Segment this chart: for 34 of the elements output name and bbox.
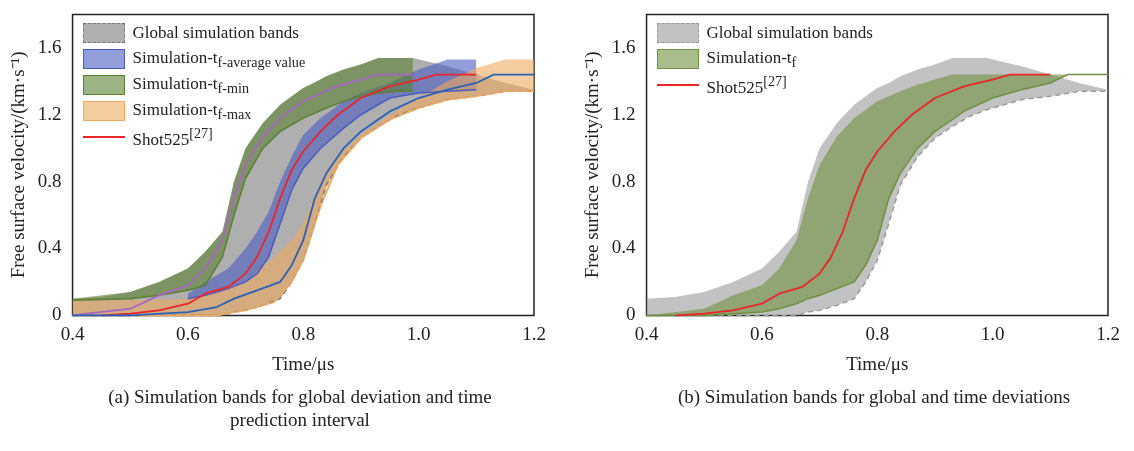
legend-label: Simulation-t$_{f}$ — [706, 47, 797, 72]
legend-label: Simulation-t$_{f-max}$ — [132, 99, 252, 124]
y-tick-label: 1.6 — [37, 35, 62, 57]
y-tick-label: 0.4 — [37, 236, 63, 258]
y-axis-title: Free surface velocity/(km·s⁻¹) — [581, 51, 604, 279]
x-tick-label: 0.4 — [634, 322, 659, 344]
x-axis-title: Time/μs — [846, 352, 909, 374]
legend-label: Global simulation bands — [132, 23, 299, 44]
x-tick-label: 1.0 — [406, 322, 431, 344]
legend-label: Shot525$^{[27]}$ — [706, 73, 787, 98]
x-tick-label: 1.0 — [980, 322, 1005, 344]
y-tick-label: 0.4 — [611, 236, 637, 258]
x-tick-label: 0.6 — [750, 322, 774, 344]
legend-label: Simulation-t$_{f-average value}$ — [132, 47, 306, 72]
y-tick-label: 0.8 — [611, 169, 636, 191]
x-tick-label: 0.4 — [60, 322, 85, 344]
x-tick-label: 0.8 — [291, 322, 316, 344]
y-tick-label: 0 — [626, 303, 636, 325]
text: (a) Simulation bands for global deviation and time prediction interval — [107, 385, 493, 431]
y-tick-label: 1.2 — [37, 102, 62, 124]
legend-label: Global simulation bands — [706, 23, 873, 44]
y-tick-label: 0.8 — [37, 169, 62, 191]
x-tick-label: 0.8 — [865, 322, 890, 344]
x-tick-label: 0.6 — [176, 322, 200, 344]
y-axis-title: Free surface velocity/(km·s⁻¹) — [7, 51, 30, 279]
x-axis-title: Time/μs — [272, 352, 335, 374]
legend-label: Simulation-t$_{f-min}$ — [132, 73, 249, 98]
y-tick-label: 1.2 — [611, 102, 636, 124]
x-tick-label: 1.2 — [1096, 322, 1120, 344]
y-tick-label: 0 — [52, 303, 62, 325]
text: (b) Simulation bands for global and time deviations — [676, 385, 1072, 408]
x-tick-label: 1.2 — [522, 322, 546, 344]
legend-label: Shot525$^{[27]}$ — [132, 125, 213, 150]
y-tick-label: 1.6 — [611, 35, 636, 57]
